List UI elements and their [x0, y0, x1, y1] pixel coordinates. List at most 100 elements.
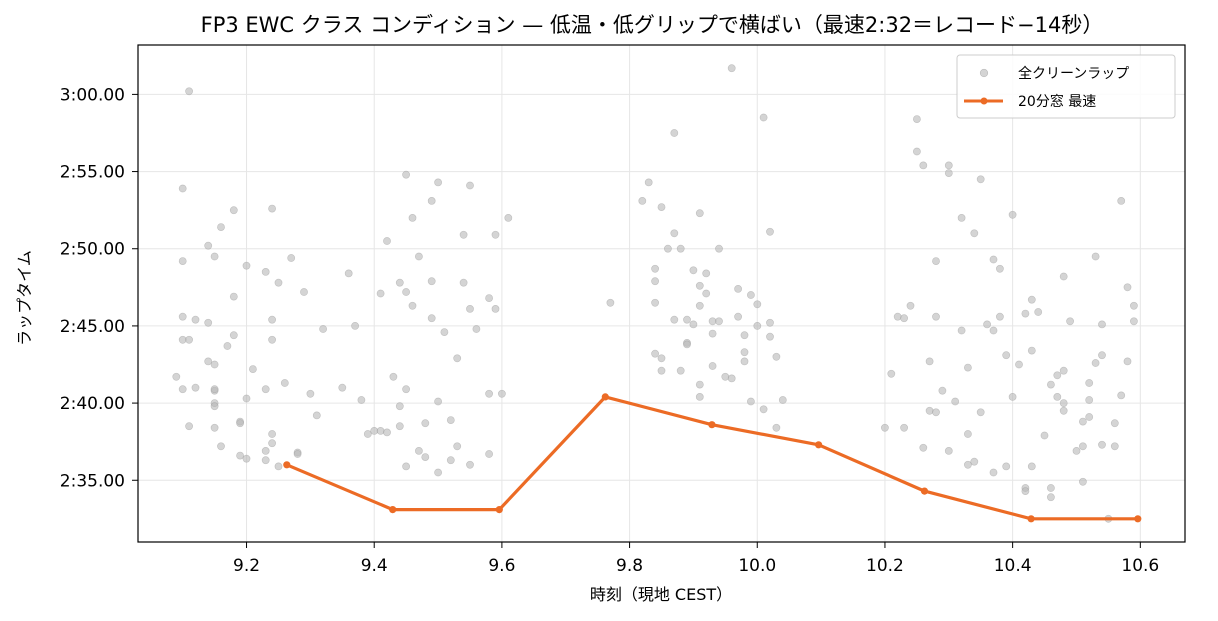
scatter-point: [740, 357, 749, 366]
scatter-point: [753, 321, 762, 330]
legend-marker-scatter: [979, 68, 989, 78]
scatter-point: [651, 298, 659, 307]
scatter-point: [185, 422, 193, 431]
scatter-point: [695, 281, 704, 290]
scatter-point: [389, 372, 398, 381]
scatter-point: [357, 396, 366, 404]
scatter-point: [772, 352, 781, 361]
x-tick-label: 10.0: [738, 556, 776, 576]
scatter-point: [395, 402, 404, 411]
scatter-point: [204, 357, 213, 366]
scatter-point: [766, 227, 774, 236]
scatter-point: [702, 269, 711, 278]
scatter-point: [242, 394, 251, 403]
scatter-point: [983, 320, 991, 329]
scatter-point: [261, 446, 270, 455]
legend-label-scatter: 全クリーンラップ: [1018, 65, 1129, 82]
scatter-point: [676, 366, 685, 375]
scatter-point: [191, 315, 200, 324]
scatter-point: [306, 389, 315, 398]
line-point: [920, 487, 929, 495]
scatter-point: [421, 453, 430, 461]
scatter-point: [338, 383, 347, 392]
scatter-point: [727, 64, 736, 73]
scatter-point: [1002, 462, 1011, 471]
scatter-point: [695, 392, 704, 401]
scatter-point: [734, 312, 742, 321]
scatter-point: [1117, 391, 1126, 400]
scatter-point: [191, 383, 200, 392]
scatter-point: [670, 315, 679, 324]
legend-marker-line-dot: [980, 97, 988, 105]
scatter-point: [1123, 357, 1132, 366]
scatter-point: [944, 161, 953, 170]
scatter-point: [229, 292, 238, 301]
scatter-point: [925, 357, 934, 366]
scatter-point: [344, 269, 353, 278]
scatter-point: [466, 304, 474, 313]
scatter-point: [759, 405, 768, 414]
x-tick-label: 9.2: [233, 556, 260, 576]
scatter-point: [996, 264, 1004, 273]
scatter-point: [1091, 359, 1100, 367]
scatter-point: [472, 325, 481, 333]
scatter-point: [485, 294, 493, 302]
scatter-point: [689, 266, 698, 275]
scatter-point: [204, 318, 213, 327]
scatter-point: [695, 380, 704, 389]
scatter-point: [900, 423, 908, 432]
scatter-point: [274, 462, 283, 471]
scatter-point: [210, 402, 219, 411]
legend-label-line: 20分窓 最速: [1018, 93, 1096, 110]
y-tick-label: 2:50.00: [60, 240, 125, 260]
scatter-point: [261, 267, 270, 276]
scatter-point: [900, 314, 908, 323]
scatter-point: [976, 175, 985, 184]
x-axis: 9.2 9.4 9.6 9.8 10.0 10.2 10.4 10.6: [233, 542, 1159, 576]
scatter-point: [913, 115, 921, 123]
scatter-point: [453, 354, 462, 363]
scatter-point: [178, 257, 187, 265]
scatter-point: [944, 169, 953, 177]
scatter-point: [217, 442, 225, 451]
scatter-point: [638, 196, 647, 205]
scatter-point: [185, 87, 193, 96]
scatter-point: [178, 385, 187, 394]
y-axis: 2:35.00 2:40.00 2:45.00 2:50.00 2:55.00 3:00.…: [60, 85, 138, 491]
scatter-point: [1130, 301, 1138, 310]
scatter-point: [491, 230, 500, 239]
scatter-point: [1079, 417, 1087, 426]
scatter-point: [753, 300, 762, 309]
scatter-point: [1091, 252, 1100, 261]
scatter-point: [1098, 440, 1106, 449]
scatter-point: [217, 223, 225, 231]
scatter-point: [1059, 272, 1068, 281]
scatter-point: [1066, 317, 1074, 326]
scatter-point: [1047, 493, 1055, 502]
scatter-point: [395, 422, 404, 431]
scatter-point: [1008, 392, 1017, 401]
scatter-point: [893, 312, 902, 321]
scatter-point: [446, 416, 455, 424]
scatter-point: [376, 426, 385, 435]
scatter-point: [708, 362, 717, 370]
scatter-point: [1079, 477, 1087, 486]
scatter-point: [434, 397, 442, 406]
scatter-point: [1098, 351, 1106, 360]
scatter-point: [695, 209, 704, 218]
scatter-point: [408, 301, 417, 310]
scatter-point: [268, 439, 276, 448]
scatter-point: [1027, 295, 1036, 304]
scatter-point: [989, 468, 998, 477]
scatter-point: [466, 460, 474, 469]
scatter-point: [1008, 210, 1017, 219]
scatter-point: [421, 419, 430, 428]
scatter-point: [1027, 462, 1036, 471]
scatter-point: [293, 450, 302, 458]
x-axis-label: 時刻（現地 CEST）: [590, 585, 732, 604]
scatter-point: [964, 363, 972, 372]
scatter-point: [887, 369, 896, 378]
y-tick-label: 2:55.00: [60, 163, 125, 183]
scatter-point: [932, 312, 940, 321]
